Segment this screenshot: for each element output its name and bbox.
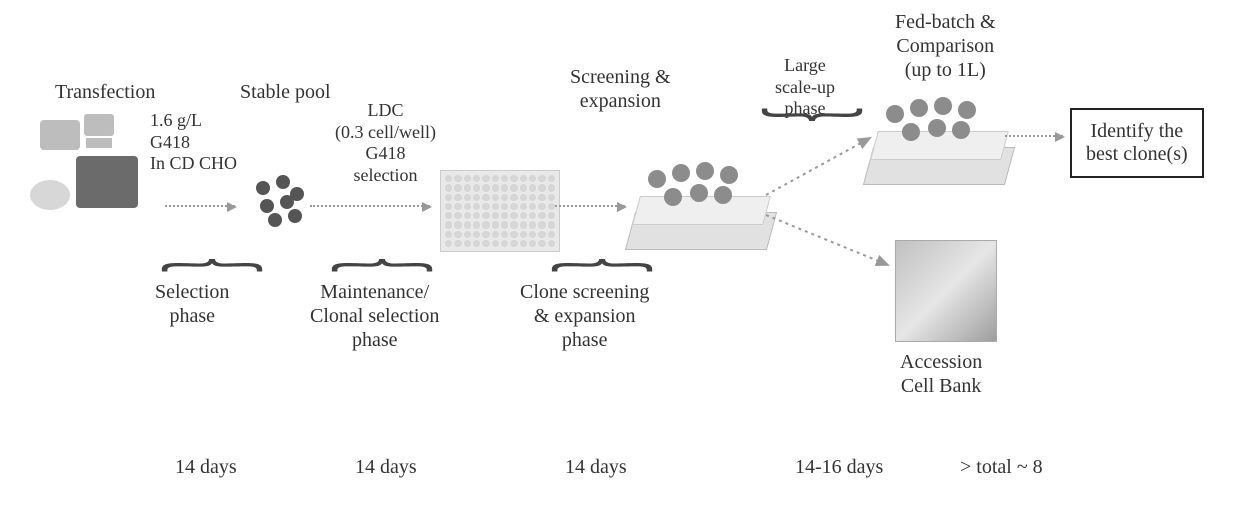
brace-up: ︸ bbox=[759, 110, 865, 158]
phase-label-selection: Selection phase bbox=[155, 280, 229, 328]
arrow-1 bbox=[165, 205, 235, 207]
arrow-3 bbox=[555, 205, 625, 207]
phase-label-maintenance: Maintenance/ Clonal selection phase bbox=[310, 280, 439, 352]
workflow-diagram: Transfection Stable pool Screening & exp… bbox=[0, 0, 1240, 515]
stage-title-stable-pool: Stable pool bbox=[240, 80, 331, 104]
brace-3: ︷ bbox=[549, 228, 655, 276]
selection-conditions: 1.6 g/L G418 In CD CHO bbox=[150, 110, 237, 175]
arrow-5 bbox=[1005, 135, 1063, 137]
accession-photo-icon bbox=[895, 240, 997, 342]
stage-title-accession: Accession Cell Bank bbox=[900, 350, 982, 398]
stage-title-transfection: Transfection bbox=[55, 80, 155, 104]
result-box: Identify the best clone(s) bbox=[1070, 108, 1204, 178]
stage-title-screening: Screening & expansion bbox=[570, 65, 671, 113]
arrow-2 bbox=[310, 205, 430, 207]
stable-pool-icon bbox=[250, 175, 310, 230]
clonal-conditions: LDC (0.3 cell/well) G418 selection bbox=[335, 100, 436, 186]
timeline-total: > total ~ 8 bbox=[960, 455, 1043, 479]
brace-2: ︷ bbox=[329, 228, 435, 276]
brace-1: ︷ bbox=[159, 228, 265, 276]
phase-label-clone-screen: Clone screening & expansion phase bbox=[520, 280, 649, 352]
stage-title-fedbatch: Fed-batch & Comparison (up to 1L) bbox=[895, 10, 996, 82]
timeline-1: 14 days bbox=[175, 455, 237, 479]
transfection-icon bbox=[30, 110, 150, 220]
timeline-4: 14-16 days bbox=[795, 455, 883, 479]
wellplate-icon bbox=[440, 170, 560, 252]
timeline-2: 14 days bbox=[355, 455, 417, 479]
timeline-3: 14 days bbox=[565, 455, 627, 479]
